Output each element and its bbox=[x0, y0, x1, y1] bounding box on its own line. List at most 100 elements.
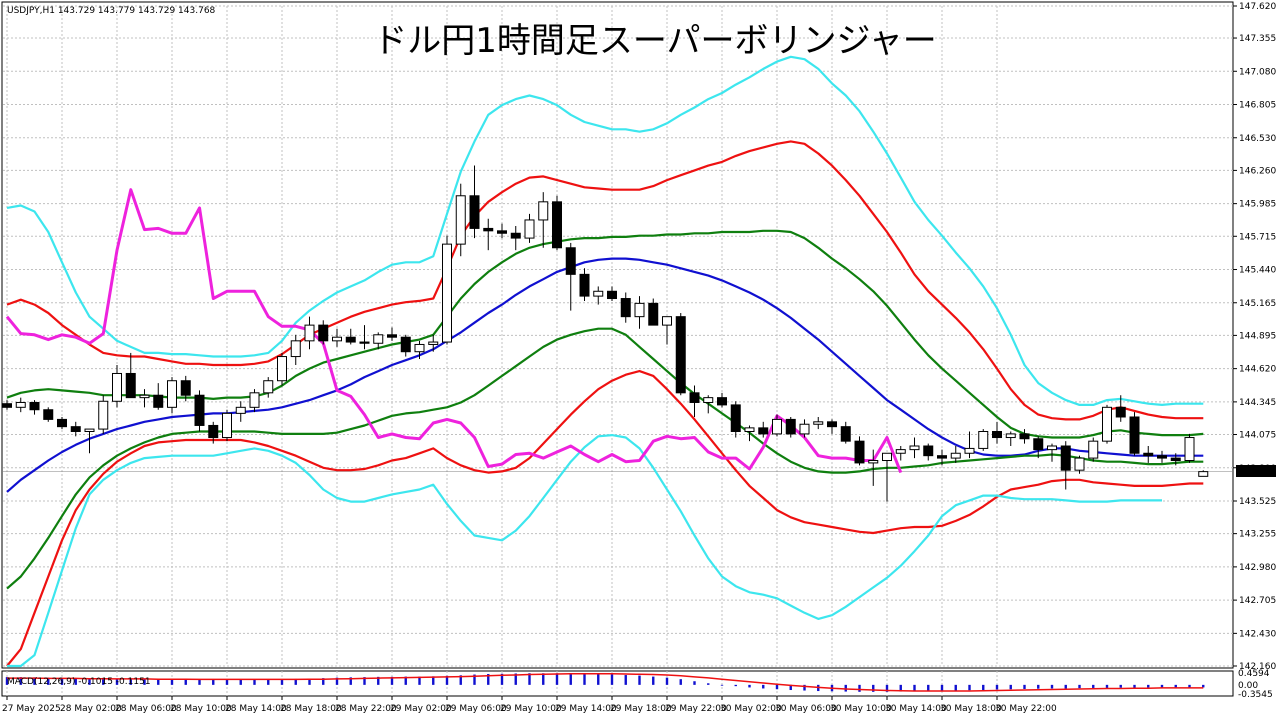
candle-bullish bbox=[304, 324, 315, 342]
candle-bullish bbox=[222, 412, 232, 439]
y-tick-label: 144.075 bbox=[1239, 431, 1276, 441]
macd-histogram-bar bbox=[102, 678, 105, 685]
x-tick-label: 29 May 06:00 bbox=[445, 704, 507, 714]
macd-histogram-bar bbox=[583, 673, 586, 685]
macd-histogram-bar bbox=[267, 679, 270, 685]
candle-bullish bbox=[235, 406, 246, 414]
y-tick-label: 143.525 bbox=[1239, 497, 1276, 507]
macd-histogram-bar bbox=[115, 678, 119, 685]
macd-panel-frame bbox=[1, 670, 1234, 697]
macd-histogram-bar bbox=[597, 674, 600, 685]
macd-histogram-bar bbox=[1188, 684, 1191, 688]
candle-bullish bbox=[1088, 440, 1099, 459]
candle-bearish bbox=[1143, 452, 1154, 457]
macd-histogram-bar bbox=[1092, 684, 1095, 688]
macd-histogram-bar bbox=[638, 675, 641, 685]
macd-histogram-bar bbox=[1050, 684, 1054, 689]
candle-bullish bbox=[167, 380, 177, 408]
macd-histogram-bar bbox=[33, 677, 36, 685]
macd-histogram-bar bbox=[19, 677, 22, 685]
candle-bearish bbox=[840, 426, 851, 442]
macd-histogram-bar bbox=[665, 677, 669, 685]
candle-bullish bbox=[442, 243, 452, 343]
macd-histogram-bar bbox=[927, 684, 930, 692]
candle-bullish bbox=[524, 219, 535, 239]
candle-bullish bbox=[964, 447, 975, 454]
macd-histogram-bar bbox=[1037, 684, 1040, 689]
candle-bullish bbox=[1198, 471, 1209, 477]
y-tick-label: 143.255 bbox=[1239, 530, 1276, 540]
macd-histogram-bar bbox=[789, 684, 792, 691]
series-line-middle bbox=[6, 257, 1204, 493]
y-tick-label: 146.530 bbox=[1239, 134, 1276, 144]
macd-histogram-bar bbox=[872, 684, 875, 692]
x-tick-label: 30 May 14:00 bbox=[885, 704, 947, 714]
x-tick-label: 28 May 22:00 bbox=[335, 704, 397, 714]
x-tick-label: 27 May 2025 bbox=[2, 704, 61, 714]
macd-histogram-bar bbox=[500, 673, 504, 685]
macd-histogram-bar bbox=[1147, 684, 1150, 688]
candle-bullish bbox=[277, 356, 287, 382]
macd-histogram-bar bbox=[184, 679, 187, 685]
x-tick-label: 30 May 22:00 bbox=[995, 704, 1057, 714]
candle-bearish bbox=[125, 372, 136, 399]
candle-bearish bbox=[689, 392, 700, 403]
candle-bearish bbox=[43, 409, 54, 420]
x-tick-label: 28 May 14:00 bbox=[225, 704, 287, 714]
macd-histogram-bar bbox=[253, 679, 256, 685]
macd-histogram-bar bbox=[940, 684, 944, 691]
candle-bearish bbox=[923, 445, 934, 457]
y-tick-label: 146.260 bbox=[1239, 166, 1276, 176]
macd-histogram-bar bbox=[707, 683, 710, 685]
y-tick-label: 144.895 bbox=[1239, 331, 1276, 341]
macd-histogram-bar bbox=[225, 679, 229, 685]
macd-histogram-bar bbox=[858, 684, 861, 692]
x-tick-label: 29 May 10:00 bbox=[500, 704, 562, 714]
y-tick-label: 144.620 bbox=[1239, 365, 1276, 375]
candle-bullish bbox=[799, 423, 810, 435]
candle-bearish bbox=[1033, 438, 1044, 451]
series-line-minus-3sigma bbox=[7, 434, 1162, 668]
candle-bearish bbox=[469, 195, 480, 229]
macd-histogram-bar bbox=[899, 684, 902, 692]
y-tick-label: 145.440 bbox=[1239, 266, 1276, 276]
y-tick-label: 147.620 bbox=[1239, 2, 1276, 12]
candle-bearish bbox=[992, 430, 1002, 439]
candle-bullish bbox=[950, 452, 961, 459]
macd-label: MACD(12,26,9) -0.1015 -0.1151 bbox=[7, 677, 151, 687]
bollinger-bands bbox=[5, 55, 1204, 668]
candle-bearish bbox=[180, 380, 191, 396]
x-tick-label: 28 May 10:00 bbox=[170, 704, 232, 714]
y-tick-label: 145.985 bbox=[1239, 200, 1276, 210]
candle-bullish bbox=[882, 452, 892, 462]
candle-bullish bbox=[1184, 437, 1195, 462]
candle-bearish bbox=[153, 394, 164, 408]
candle-bearish bbox=[730, 404, 741, 432]
candle-bullish bbox=[290, 340, 301, 358]
macd-histogram-bar bbox=[913, 684, 916, 692]
macd-histogram-bar bbox=[60, 677, 64, 685]
macd-histogram-bar bbox=[693, 681, 696, 685]
candle-bullish bbox=[744, 427, 755, 432]
candle-bearish bbox=[359, 341, 370, 344]
candle-bearish bbox=[607, 290, 617, 300]
macd-histogram-bar bbox=[748, 684, 751, 688]
macd-histogram-bar bbox=[844, 684, 847, 692]
candle-bearish bbox=[717, 397, 727, 406]
macd-histogram-bar bbox=[1160, 684, 1164, 688]
candle-bearish bbox=[827, 421, 837, 428]
macd-histogram-bar bbox=[555, 673, 559, 685]
macd-indicator bbox=[5, 673, 1205, 692]
candle-bullish bbox=[868, 460, 879, 464]
macd-axis: 0.4594 0.00-0.3545 bbox=[1238, 669, 1273, 700]
candle-bullish bbox=[1102, 406, 1112, 442]
candle-bearish bbox=[510, 232, 521, 239]
price-axis[interactable]: 147.620 147.355 147.080 146.805 146.530 146.2… bbox=[1233, 2, 1276, 672]
macd-histogram-bar bbox=[129, 678, 132, 685]
candle-bearish bbox=[1060, 445, 1071, 471]
chart-title: ドル円1時間足スーパーボリンジャー bbox=[373, 21, 937, 61]
macd-histogram-bar bbox=[198, 679, 201, 685]
macd-tick-label: 0.00 bbox=[1238, 681, 1258, 691]
macd-histogram-bar bbox=[762, 684, 765, 689]
